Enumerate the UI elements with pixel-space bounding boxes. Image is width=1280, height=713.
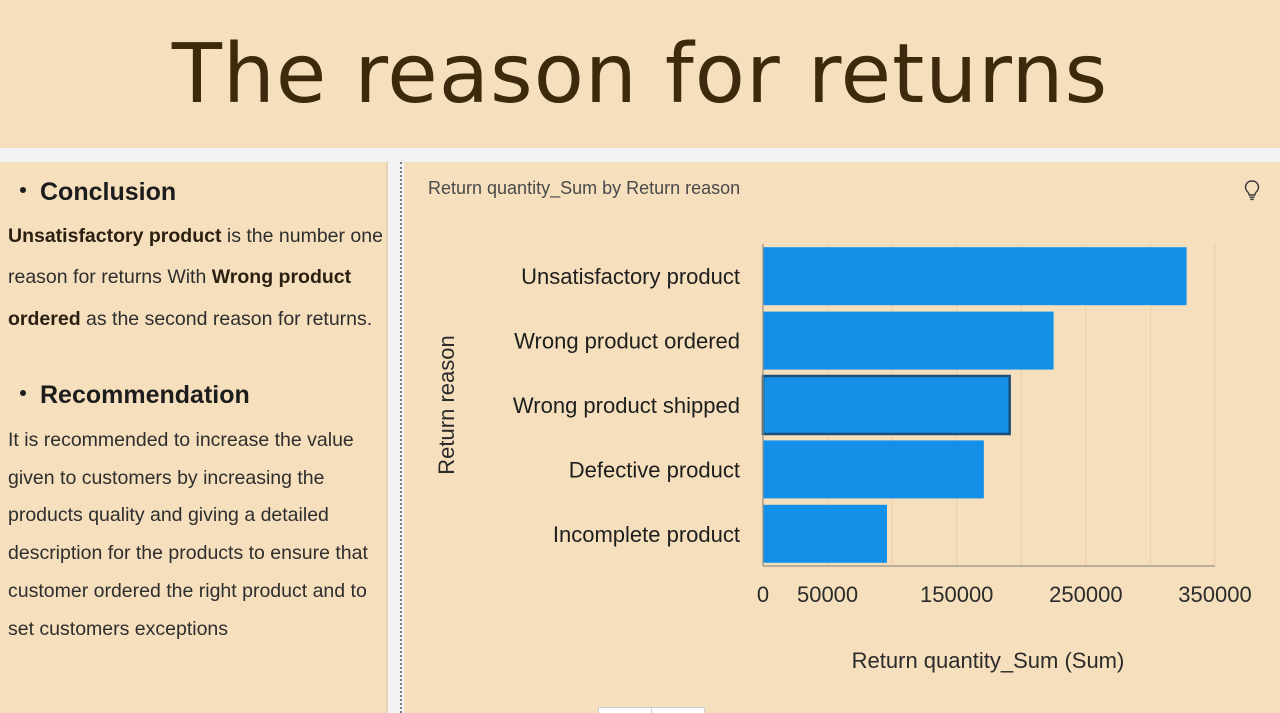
recommendation-heading: Recommendation (20, 381, 250, 410)
recommendation-text: It is recommended to increase the value … (8, 429, 368, 640)
bar[interactable] (763, 440, 984, 499)
page-tab[interactable] (651, 707, 705, 713)
title-panel: The reason for returns (0, 0, 1280, 148)
conclusion-text: Unsatisfactory product is the number one… (8, 216, 383, 340)
bar-chart: Unsatisfactory product Wrong product orde… (434, 244, 1252, 673)
chart-title: Return quantity_Sum by Return reason (428, 178, 741, 198)
recommendation-heading-text: Recommendation (40, 381, 250, 409)
category-label: Unsatisfactory product (521, 264, 740, 289)
panel-divider (400, 162, 402, 713)
x-tick-label: 250000 (1049, 582, 1122, 607)
bar[interactable] (761, 374, 1011, 436)
conclusion-bold-1: Unsatisfactory product (8, 225, 222, 247)
x-tick-label: 150000 (920, 582, 993, 607)
category-label: Wrong product ordered (514, 329, 740, 354)
conclusion-text-1: is the number one reason for returns Wit… (8, 225, 383, 289)
bar[interactable] (763, 504, 887, 563)
bar[interactable] (763, 247, 1187, 306)
y-axis-title: Return reason (434, 335, 459, 474)
panel-edge (386, 162, 388, 713)
x-tick-label: 350000 (1178, 582, 1251, 607)
text-panel (0, 162, 388, 713)
bullet-icon (20, 390, 26, 397)
category-label: Defective product (569, 457, 740, 482)
conclusion-bold-2: Wrong product ordered (8, 266, 352, 330)
page-title: The reason for returns (171, 27, 1109, 122)
conclusion-heading-text: Conclusion (40, 178, 177, 206)
conclusion-heading: Conclusion (20, 178, 176, 207)
conclusion-text-2: as the second reason for returns. (80, 307, 373, 330)
category-label: Wrong product shipped (513, 393, 740, 418)
lightbulb-icon[interactable] (1242, 178, 1262, 202)
bullet-icon (20, 187, 26, 194)
bar[interactable] (763, 311, 1054, 370)
x-tick-label: 50000 (797, 582, 858, 607)
page-tab[interactable] (598, 707, 652, 713)
x-tick-label: 0 (757, 582, 769, 607)
category-label: Incomplete product (553, 522, 740, 547)
x-axis-title: Return quantity_Sum (Sum) (852, 648, 1125, 673)
